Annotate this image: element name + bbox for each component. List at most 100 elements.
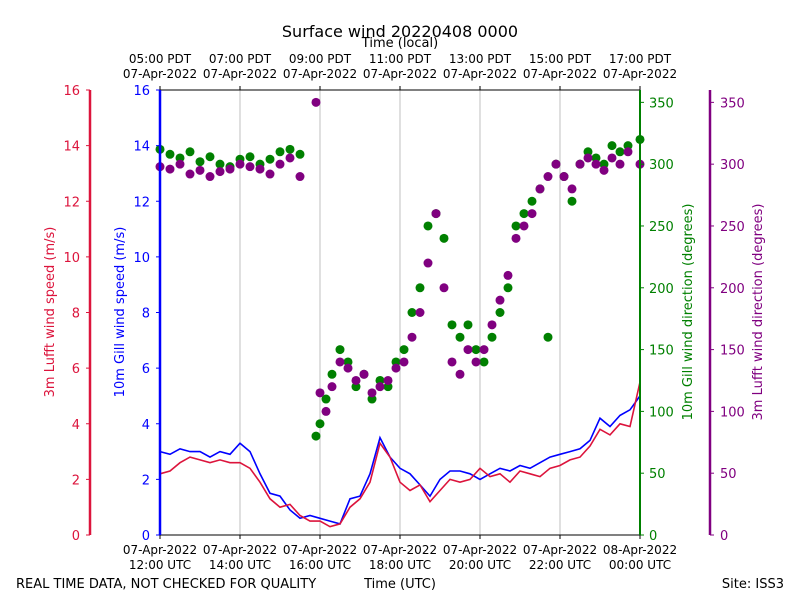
x-axis-label: Time (UTC) [363,577,436,592]
point-lufft_direction-46 [551,159,561,169]
point-gill_direction-28 [407,308,417,317]
point-gill_direction-30 [423,221,433,231]
point-lufft_direction-22 [359,369,369,379]
point-lufft_direction-41 [511,233,521,243]
point-lufft_direction-49 [575,159,585,169]
lufft-direction-tick-label-4: 200 [720,282,745,297]
gill-speed-tick-label-2: 4 [142,418,150,433]
top-tick-time-0: 05:00 PDT [129,52,192,66]
point-gill_direction-52 [599,159,609,169]
bottom-tick-time-4: 20:00 UTC [449,558,511,572]
point-gill_direction-24 [375,375,385,385]
point-lufft_direction-25 [383,375,393,385]
gill-direction-tick-label-4: 200 [649,282,674,297]
point-gill_direction-1 [165,149,175,159]
point-gill_direction-45 [543,332,553,342]
point-lufft_direction-21 [351,375,361,385]
top-tick-date-6: 07-Apr-2022 [603,67,677,81]
point-lufft_direction-1 [165,164,175,174]
point-gill_direction-5 [205,152,215,162]
point-gill_direction-14 [295,149,305,159]
point-lufft_direction-37 [479,345,489,355]
lufft-direction-axis-label: 3m Lufft wind direction (degrees) [751,204,766,421]
point-gill_direction-55 [623,141,633,151]
point-gill_direction-20 [343,357,353,367]
gill-direction-axis-label: 10m Gill wind direction (degrees) [681,204,696,421]
top-axis-label: Time (local) [361,36,438,51]
point-lufft_direction-53 [607,153,617,163]
gill-speed-tick-label-3: 6 [142,362,150,377]
point-lufft_direction-5 [205,172,215,182]
point-lufft_direction-33 [447,357,457,367]
point-lufft_direction-14 [295,172,305,182]
bottom-tick-time-2: 16:00 UTC [289,558,351,572]
top-tick-date-2: 07-Apr-2022 [283,67,357,81]
point-lufft_direction-24 [375,382,385,392]
point-lufft_direction-27 [399,357,409,367]
quality-disclaimer: REAL TIME DATA, NOT CHECKED FOR QUALITY [16,577,316,592]
lufft-speed-tick-label-0: 0 [72,529,80,544]
lufft-direction-tick-label-3: 150 [720,344,745,359]
lufft-speed-tick-label-5: 10 [63,251,80,266]
point-gill_direction-4 [195,157,205,167]
bottom-tick-date-6: 08-Apr-2022 [603,543,677,557]
top-tick-time-4: 13:00 PDT [449,52,512,66]
lufft-direction-tick-label-6: 300 [720,158,745,173]
bottom-tick-date-3: 07-Apr-2022 [363,543,437,557]
bottom-tick-time-0: 12:00 UTC [129,558,191,572]
point-lufft_direction-18 [327,382,337,392]
gill-direction-tick-label-2: 100 [649,405,674,420]
point-lufft_direction-15 [311,97,321,107]
point-lufft_direction-38 [487,320,497,330]
point-gill_direction-12 [275,147,285,157]
lufft-speed-tick-label-4: 8 [72,307,80,322]
point-lufft_direction-43 [527,209,537,219]
point-gill_direction-32 [439,233,449,243]
point-lufft_direction-54 [615,159,625,169]
point-gill_direction-17 [321,394,331,404]
gill-direction-tick-label-3: 150 [649,344,674,359]
lufft-speed-tick-label-6: 12 [63,195,80,210]
point-gill_direction-33 [447,320,457,330]
point-gill_direction-41 [511,221,521,231]
bottom-tick-time-3: 18:00 UTC [369,558,431,572]
point-gill_direction-13 [285,144,295,154]
point-lufft_direction-20 [343,363,353,373]
point-lufft_direction-19 [335,357,345,367]
gill-direction-tick-label-5: 250 [649,220,674,235]
point-gill_direction-37 [479,357,489,367]
point-lufft_direction-36 [471,357,481,367]
point-gill_direction-51 [591,153,601,163]
point-lufft_direction-40 [503,270,513,280]
gill-speed-tick-label-4: 8 [142,307,150,322]
point-lufft_direction-48 [567,184,577,194]
lufft-direction-tick-label-5: 250 [720,220,745,235]
axis-ticks-layer: 0 0 2 2 4 4 6 6 8 8 10 10 12 12 14 14 16 16 0 0 50 50 100 100 15… [63,52,744,572]
point-gill_direction-26 [391,357,401,367]
top-tick-date-5: 07-Apr-2022 [523,67,597,81]
point-gill_direction-43 [527,196,537,206]
lufft-speed-tick-label-1: 2 [72,473,80,488]
point-lufft_direction-6 [215,167,225,177]
point-lufft_direction-30 [423,258,433,268]
point-gill_direction-15 [311,431,321,441]
gill-speed-tick-label-7: 14 [133,140,150,155]
gill-speed-tick-label-5: 10 [133,251,150,266]
bottom-tick-date-1: 07-Apr-2022 [203,543,277,557]
point-gill_direction-27 [399,345,409,355]
point-gill_direction-18 [327,369,337,379]
lufft-direction-tick-label-0: 0 [720,529,728,544]
point-gill_direction-19 [335,345,345,355]
lufft-direction-tick-label-7: 350 [720,96,745,111]
point-lufft_direction-32 [439,283,449,293]
point-gill_direction-39 [495,308,505,317]
point-gill_direction-40 [503,283,513,293]
point-gill_direction-29 [415,283,425,293]
point-lufft_direction-10 [255,164,265,174]
point-gill_direction-25 [383,382,393,392]
point-gill_direction-42 [519,209,529,219]
point-lufft_direction-13 [285,153,295,163]
bottom-tick-time-5: 22:00 UTC [529,558,591,572]
point-lufft_direction-11 [265,169,275,179]
point-lufft_direction-50 [583,153,593,163]
